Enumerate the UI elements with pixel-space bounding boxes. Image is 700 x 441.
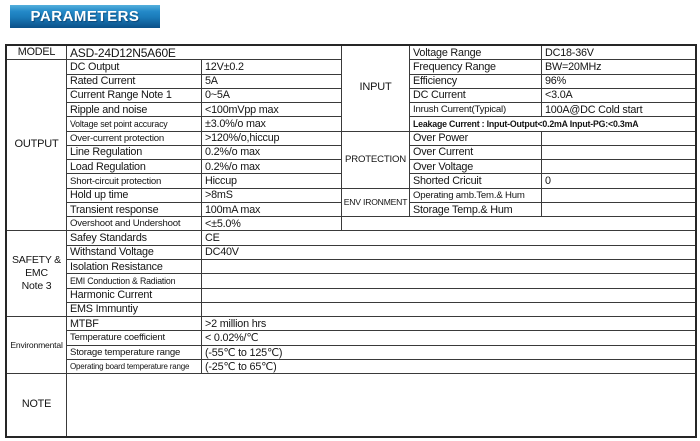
param-value-cell: 96% (542, 75, 695, 89)
param-value-cell: <±5.0% (202, 217, 342, 232)
param-name-cell: Withstand Voltage (67, 245, 202, 260)
param-value-cell: BW=20MHz (542, 60, 695, 75)
param-name-cell: Storage temperature range (67, 345, 202, 360)
param-name-cell: Over Current (410, 145, 542, 161)
param-name-cell: MTBF (67, 317, 202, 332)
param-value-cell: Hiccup (202, 174, 342, 189)
param-name-cell: Over Voltage (410, 160, 542, 175)
param-name-cell: EMI Conduction & Radiation (67, 274, 202, 289)
param-value-cell: >2 million hrs (202, 317, 695, 332)
param-name-cell: Transient response (67, 202, 202, 218)
model-value-cell: ASD-24D12N5A60E (67, 46, 342, 61)
param-value-cell: <100mVpp max (202, 103, 342, 118)
param-name-cell: DC Current (410, 88, 542, 104)
parameters-banner: PARAMETERS (10, 5, 160, 28)
param-value-cell: DC18-36V (542, 46, 695, 61)
empty-row-cell (342, 217, 695, 232)
param-value-cell (542, 189, 695, 203)
param-value-cell (202, 274, 695, 289)
section-label-env-ironment: ENV IRONMENT (342, 188, 410, 218)
note-content-cell (67, 374, 695, 436)
param-name-cell: Line Regulation (67, 145, 202, 161)
model-label-cell: MODEL (7, 46, 67, 61)
param-name-cell: Frequency Range (410, 60, 542, 75)
param-name-cell: Over-current protection (67, 131, 202, 146)
param-name-cell: Harmonic Current (67, 288, 202, 303)
param-name-cell: Temperature coefficient (67, 331, 202, 346)
param-value-cell: >8mS (202, 188, 342, 203)
param-name-cell: Storage Temp.& Hum (410, 202, 542, 218)
param-value-cell: 5A (202, 74, 342, 89)
section-label-environmental: Environmental (7, 317, 67, 375)
param-value-cell (202, 260, 695, 275)
parameters-table: MODEL ASD-24D12N5A60E OUTPUT DC Output 12V±0… (5, 44, 697, 439)
param-name-cell: Inrush Current(Typical) (410, 103, 542, 118)
param-value-cell (542, 160, 695, 175)
param-value-cell: 0.2%/o max (202, 160, 342, 175)
param-value-cell (202, 303, 695, 318)
param-value-cell (542, 146, 695, 161)
parameters-banner-label: PARAMETERS (30, 8, 140, 25)
param-name-cell: Efficiency (410, 74, 542, 89)
param-name-cell: Operating board temperature range (67, 359, 202, 375)
param-value-cell: >120%/o,hiccup (202, 131, 342, 146)
param-value-cell (542, 203, 695, 218)
param-name-cell: Current Range Note 1 (67, 88, 202, 104)
param-value-cell: 12V±0.2 (202, 60, 342, 75)
param-name-cell: Isolation Resistance (67, 259, 202, 275)
leakage-current-note-cell: Leakage Current : Input-Output<0.2mA Inp… (410, 117, 695, 132)
section-label-input: INPUT (342, 46, 410, 132)
param-value-cell (202, 289, 695, 303)
param-value-cell: (-55℃ to 125℃) (202, 346, 695, 360)
param-name-cell: Voltage set point accuracy (67, 117, 202, 132)
param-name-cell: Operating amb.Tem.& Hum (410, 188, 542, 203)
param-name-cell: Over Power (410, 131, 542, 146)
param-value-cell (542, 132, 695, 146)
param-name-cell: Rated Current (67, 74, 202, 89)
param-value-cell: 0~5A (202, 88, 342, 104)
param-name-cell: Hold up time (67, 188, 202, 203)
param-name-cell: Ripple and noise (67, 103, 202, 118)
param-value-cell: ±3.0%/o max (202, 117, 342, 132)
param-value-cell: <3.0A (542, 89, 695, 104)
param-name-cell: Shorted Cricuit (410, 174, 542, 189)
param-value-cell: CE (202, 231, 695, 246)
param-value-cell: DC40V (202, 246, 695, 260)
param-name-cell: Overshoot and Undershoot (67, 217, 202, 232)
section-label-protection: PROTECTION (342, 131, 410, 189)
param-value-cell: < 0.02%/℃ (202, 331, 695, 346)
param-value-cell: (-25℃ to 65℃) (202, 360, 695, 375)
section-label-safety: SAFETY & EMC Note 3 (7, 231, 67, 318)
param-name-cell: Voltage Range (410, 46, 542, 61)
param-name-cell: Load Regulation (67, 160, 202, 175)
param-name-cell: DC Output (67, 60, 202, 75)
section-label-output: OUTPUT (7, 60, 67, 232)
param-value-cell: 0.2%/o max (202, 145, 342, 161)
param-value-cell: 100mA max (202, 202, 342, 218)
param-name-cell: Safey Standards (67, 231, 202, 246)
param-value-cell: 100A@DC Cold start (542, 103, 695, 118)
note-label-cell: NOTE (7, 374, 67, 437)
param-value-cell: 0 (542, 174, 695, 189)
param-name-cell: Short-circuit protection (67, 174, 202, 189)
param-name-cell: EMS Immuntiy (67, 302, 202, 318)
